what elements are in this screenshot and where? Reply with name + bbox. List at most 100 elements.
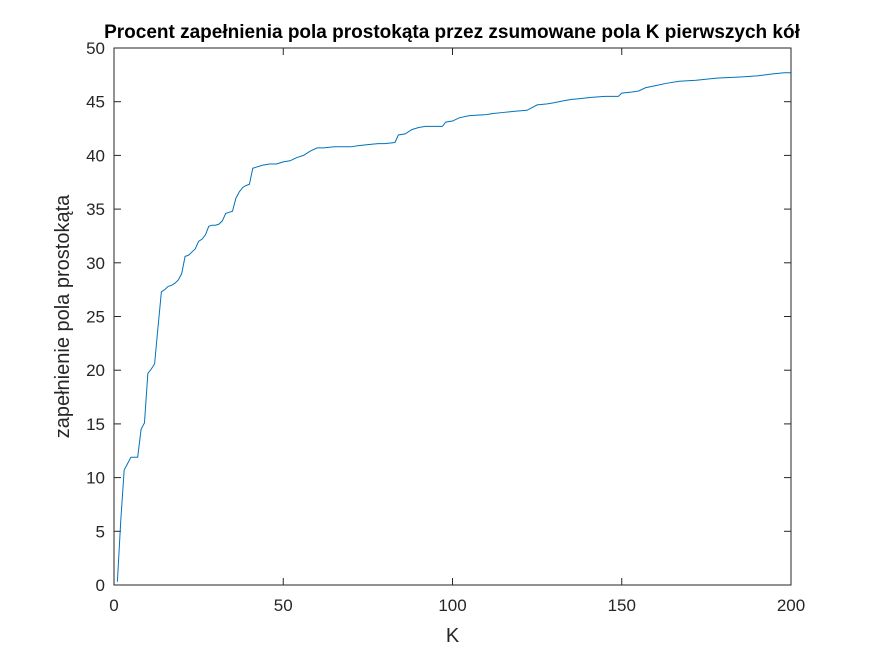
data-point [526,110,527,111]
data-point [191,252,192,253]
data-point [452,121,453,122]
data-point [178,279,179,280]
data-point [554,102,555,103]
tick-labels-layer: 0 50 100 150 200 0 5 10 15 20 25 30 35 40 45 50 [86,39,805,615]
data-point [120,520,121,521]
data-point [215,225,216,226]
data-point [252,168,253,169]
data-point [411,129,412,130]
data-point [185,256,186,257]
data-point [174,283,175,284]
data-point [367,144,368,145]
data-point [757,75,758,76]
data-point [290,160,291,161]
y-tick-label: 20 [86,361,105,380]
data-point [151,369,152,370]
data-point [405,133,406,134]
data-point [134,457,135,458]
data-point [716,78,717,79]
data-point [564,100,565,101]
y-tick-label: 0 [96,576,105,595]
data-point [493,113,494,114]
data-point [137,457,138,458]
y-tick-label: 25 [86,308,105,327]
data-point [581,98,582,99]
data-point [235,198,236,199]
x-axis-label: K [446,625,460,647]
chart-title: Procent zapełnienia pola prostokąta prze… [104,22,801,43]
data-point [205,234,206,235]
data-point [604,96,605,97]
data-point [784,72,785,73]
data-point [256,167,257,168]
data-point [232,211,233,212]
data-point [208,226,209,227]
data-point [486,114,487,115]
y-tick-label: 30 [86,254,105,273]
data-point [222,220,223,221]
data-point [398,134,399,135]
data-point [229,212,230,213]
data-point [638,90,639,91]
data-point [570,99,571,100]
data-point [334,146,335,147]
data-series-line [116,72,791,582]
data-point [591,97,592,98]
y-tick-label: 35 [86,200,105,219]
y-tick-label: 10 [86,469,105,488]
data-point [127,463,128,464]
y-tick-label: 40 [86,146,105,165]
data-point [679,81,680,82]
data-point [239,191,240,192]
data-point [269,163,270,164]
data-point [198,241,199,242]
data-point [513,111,514,112]
data-point [696,80,697,81]
data-point [262,165,263,166]
data-point [242,187,243,188]
data-point [154,363,155,364]
data-point [350,146,351,147]
data-point [537,104,538,105]
data-point [296,157,297,158]
data-point [357,145,358,146]
data-point [459,117,460,118]
data-point [384,143,385,144]
y-tick-label: 15 [86,415,105,434]
data-point [323,147,324,148]
y-tick-label: 45 [86,93,105,112]
data-point [144,422,145,423]
data-point [259,166,260,167]
data-point [283,161,284,162]
data-point [124,470,125,471]
data-point [249,184,250,185]
data-point [418,127,419,128]
data-point [171,285,172,286]
data-point [225,213,226,214]
data-point [158,327,159,328]
data-point [188,255,189,256]
axes-box [113,47,792,586]
data-point [161,291,162,292]
data-point [645,87,646,88]
data-point [276,163,277,164]
data-point [774,73,775,74]
y-tick-label: 50 [86,39,105,58]
data-point [117,581,118,582]
data-point [317,147,318,148]
data-point [621,93,622,94]
x-tick-label: 200 [777,596,805,615]
plot-area [114,48,791,585]
x-tick-label: 100 [438,596,466,615]
data-point [378,143,379,144]
data-point [202,239,203,240]
data-point [740,76,741,77]
data-point [141,429,142,430]
data-point [168,286,169,287]
x-tick-label: 150 [608,596,636,615]
y-tick-label: 5 [96,522,105,541]
data-point [469,115,470,116]
data-point [164,289,165,290]
data-point [303,155,304,156]
